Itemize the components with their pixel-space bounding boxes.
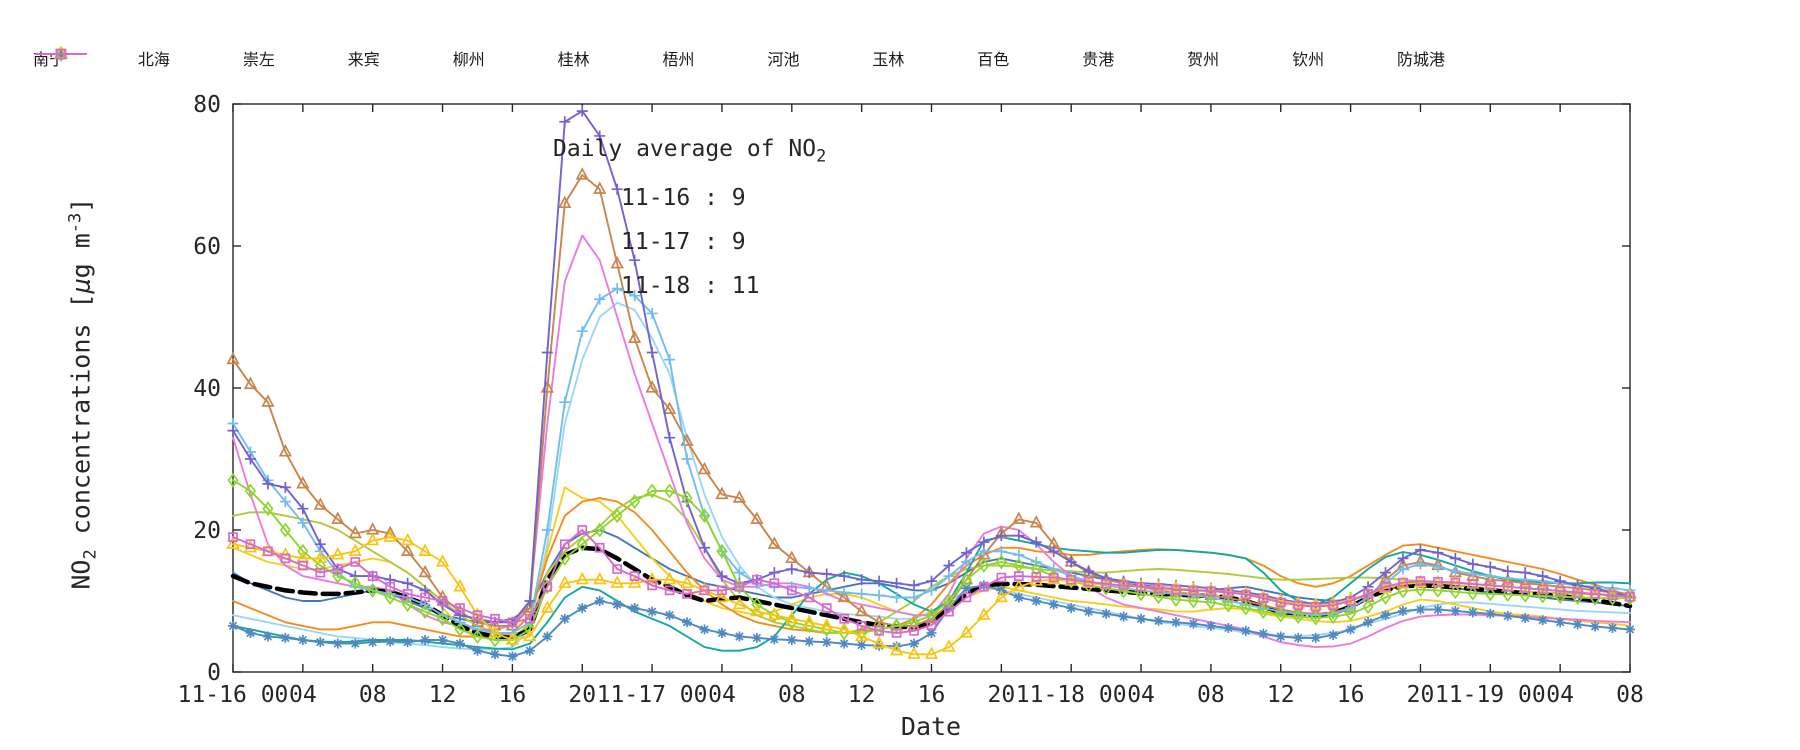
x-tick-label: 08 [778,682,806,708]
x-tick-label: 16 [1337,682,1365,708]
legend-label-baise: 百色 [977,52,1010,69]
y-tick-label: 80 [193,92,221,118]
x-tick-label: 04 [289,682,317,708]
legend-label-guilin: 桂林 [557,52,590,69]
legend-item-hechi: 河池 [35,46,800,70]
y-axis-title-text: NO [66,559,96,590]
series-line-qinzhou [232,536,1631,656]
annotation-daily-average: Daily average of NO2 11-16 : 9 11-17 : 9… [553,136,826,299]
legend-item-wuzhou: 梧州 [35,46,695,70]
series-markers-fangchenggang [228,525,1635,638]
legend-item-laibin: 来宾 [35,46,380,70]
y-tick-label: 0 [207,660,221,686]
annotation-title: Daily average of NO2 [553,136,826,167]
x-tick-label: 20 [568,682,596,708]
x-tick-label: 20 [1407,682,1435,708]
x-tick-label: 11-17 00 [597,682,708,708]
legend-swatch-fangchenggang [35,48,87,60]
x-tick-label: 12 [429,682,457,708]
x-tick-label: 04 [708,682,736,708]
legend-item-guilin: 桂林 [35,46,590,70]
x-tick-label: 11-18 00 [1016,682,1127,708]
legend: 南宁 北海 崇左 来宾 柳州 桂林 梧州 河池 玉林 百色 贵港 贺州 钦州 防城港 [33,44,1445,72]
mu-symbol: μ [66,278,96,294]
x-tick-label: 20 [987,682,1015,708]
y-tick-label: 40 [193,376,221,402]
y-axis-title-superscript: -3 [65,212,86,234]
y-axis-title: NO2 concentrations [μg m-3] [65,114,100,674]
y-axis-title-text: concentrations [ [66,293,96,550]
legend-item-baise: 百色 [35,46,1010,70]
legend-label-laibin: 来宾 [347,52,380,69]
annotation-line: 11-18 : 11 [621,272,760,299]
legend-label-qinzhou: 钦州 [1292,52,1325,69]
legend-label-liuzhou: 柳州 [452,52,485,69]
x-axis: 11-16 00 04 08 12 16 20 11-17 00 04 08 12 16 20 11-1… [178,104,1644,708]
legend-item-guigang: 贵港 [35,46,1115,70]
annotation-line: 11-16 : 9 [621,184,746,211]
legend-item-chongzuo: 崇左 [35,46,275,70]
y-tick-label: 60 [193,234,221,260]
legend-label-guigang: 贵港 [1082,52,1115,69]
legend-item-yulin: 玉林 [35,46,905,70]
legend-item-hezhou: 贺州 [35,46,1220,70]
y-tick-label: 20 [193,518,221,544]
series-line-guigang [232,479,1631,641]
series-markers-hechi [228,580,1635,662]
y-axis-title-text: ] [66,197,96,213]
series-line-fangchenggang [232,529,1631,634]
legend-label-yulin: 玉林 [872,52,905,69]
x-axis-title: Date [900,712,962,741]
x-tick-label: 08 [359,682,387,708]
y-axis-title-units: g m [66,233,96,279]
annotation-line: 11-17 : 9 [621,228,746,255]
legend-item-qinzhou: 钦州 [35,45,1325,70]
y-axis: 0 20 40 60 80 [193,92,1630,686]
annotation-title-text: Daily average of NO [553,136,817,162]
x-tick-label: 11-16 00 [178,682,289,708]
x-tick-label: 16 [499,682,527,708]
series-markers-liuzhou [227,105,1636,628]
annotation-title-subscript: 2 [816,146,827,167]
series-line-wuzhou [232,497,1631,638]
legend-item-fangchenggang: 防城港 [35,46,1445,70]
legend-marker-guigang-icon [54,46,68,62]
legend-label-chongzuo: 崇左 [242,52,275,69]
x-tick-label: 12 [1267,682,1295,708]
series-line-nanning [232,174,1631,627]
legend-label-hezhou: 贺州 [1187,52,1220,69]
legend-label-fangchenggang: 防城港 [1396,52,1445,69]
legend-item-liuzhou: 柳州 [35,46,485,70]
x-tick-label: 08 [1197,682,1225,708]
legend-marker-fangchenggang-icon [55,48,67,60]
legend-label-wuzhou: 梧州 [662,52,695,69]
x-tick-label: 11-19 00 [1435,682,1546,708]
y-axis-title-subscript: 2 [80,549,101,560]
x-tick-label: 16 [918,682,946,708]
x-tick-label: 12 [848,682,876,708]
legend-item-beihai: 北海 [35,46,170,70]
x-tick-label: 04 [1127,682,1155,708]
x-tick-label: 04 [1546,682,1574,708]
legend-label-beihai: 北海 [137,52,170,69]
x-tick-label: 08 [1616,682,1644,708]
legend-label-hechi: 河池 [767,52,800,69]
